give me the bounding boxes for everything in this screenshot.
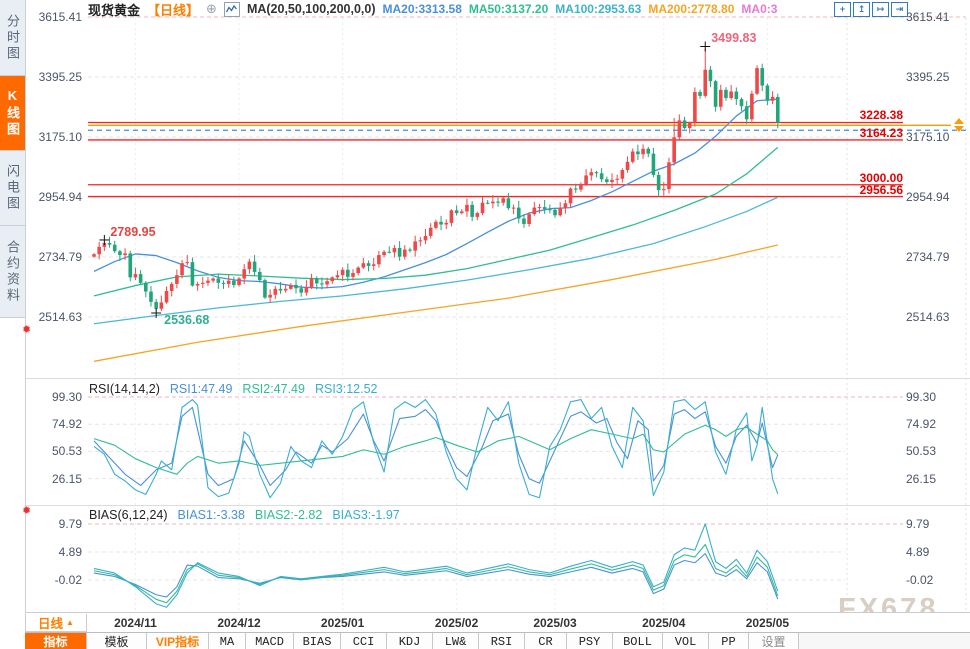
sidebar-tab-3[interactable]: 闪电图 bbox=[0, 151, 25, 226]
toolbar-button-MACD[interactable]: MACD bbox=[246, 633, 294, 649]
axis-label: 3615.41 bbox=[906, 10, 950, 24]
chart-window-controls: + ↥ ↦ ⇥ bbox=[834, 2, 908, 17]
rsi-legend-value-3: RSI3:12.52 bbox=[314, 382, 378, 396]
ma-value-5: MA0:3 bbox=[741, 2, 778, 16]
sidebar: 分时图 K线图 闪电图 合约资料 bbox=[0, 0, 26, 649]
toolbar-button-PSY[interactable]: PSY bbox=[567, 633, 613, 649]
x-tick-label: 2025/03 bbox=[533, 616, 577, 630]
axis-label: 99.30 bbox=[906, 390, 937, 404]
toolbar-button-VIP指标[interactable]: VIP指标 bbox=[147, 633, 209, 649]
axis-label: 9.79 bbox=[906, 517, 930, 531]
axis-label: 50.53 bbox=[51, 444, 82, 459]
bias-name: BIAS(6,12,24) bbox=[89, 508, 168, 522]
ma-value-2: MA50:3137.20 bbox=[468, 2, 549, 16]
toolbar-button-BIAS[interactable]: BIAS bbox=[294, 633, 341, 649]
sidebar-tab-2[interactable]: K线图 bbox=[0, 76, 25, 151]
x-tick-label: 2025/01 bbox=[320, 616, 365, 630]
crosshair-icon[interactable]: + bbox=[834, 2, 851, 17]
axis-label: 2954.94 bbox=[906, 190, 950, 204]
axis-label: 9.79 bbox=[58, 517, 82, 531]
axis-label: 4.89 bbox=[58, 544, 82, 559]
toolbar-button-KDJ[interactable]: KDJ bbox=[387, 633, 433, 649]
period-tag: 【日线】 bbox=[147, 2, 200, 18]
price-annotation: 2536.68 bbox=[164, 312, 210, 327]
x-tick-label: 2024/11 bbox=[114, 616, 157, 630]
x-tick-label: 2025/04 bbox=[642, 616, 686, 630]
price-down-arrow-icon bbox=[954, 126, 964, 133]
axis-label: 2734.79 bbox=[906, 249, 950, 264]
axis-label: 74.92 bbox=[51, 417, 82, 432]
axis-label: 2514.63 bbox=[906, 310, 950, 324]
ma-formula-label: MA(20,50,100,200,0,0) bbox=[246, 2, 376, 16]
price-annotation: 2789.95 bbox=[110, 224, 156, 239]
rsi-legend-value-2: RSI2:47.49 bbox=[242, 382, 305, 396]
toolbar-button-指标[interactable]: 指标 bbox=[25, 633, 87, 649]
axis-label: 2954.94 bbox=[38, 190, 82, 204]
period-selector-label: 日线 bbox=[38, 617, 64, 631]
latest-price-marker[interactable] bbox=[953, 118, 965, 133]
period-selector-arrow-icon: ▲ bbox=[66, 618, 74, 627]
indicator-flag-icon[interactable]: ✹ bbox=[22, 324, 32, 336]
price-level-label: 3000.00 bbox=[859, 170, 903, 185]
x-tick-label: 2025/02 bbox=[434, 616, 479, 630]
toolbar-button-RSI[interactable]: RSI bbox=[479, 633, 525, 649]
axis-label: 3395.25 bbox=[38, 70, 82, 84]
x-tick-label: 2025/05 bbox=[745, 616, 790, 630]
scale-up-icon[interactable]: ↥ bbox=[853, 2, 870, 17]
axis-label: 3615.41 bbox=[38, 10, 82, 24]
ma-value-1: MA20:3313.58 bbox=[382, 2, 462, 16]
indicator-toolbar: 指标 模板 VIP指标 MA MACD BIAS CCI KDJ LW& RSI CR PSY BOLL… bbox=[25, 632, 970, 649]
sidebar-tab-4[interactable]: 合约资料 bbox=[0, 226, 25, 318]
axis-label: -0.02 bbox=[906, 573, 934, 587]
axis-label: 3175.10 bbox=[906, 129, 950, 144]
axis-label: 50.53 bbox=[906, 444, 937, 459]
toolbar-button-VOL[interactable]: VOL bbox=[663, 633, 709, 649]
bias-legend: BIAS(6,12,24) BIAS1:-3.38 BIAS2:-2.82 BIAS… bbox=[89, 508, 400, 522]
toolbar-button-模板[interactable]: 模板 bbox=[87, 633, 147, 649]
axis-label: -0.02 bbox=[54, 573, 82, 587]
axis-label: 26.15 bbox=[51, 471, 82, 486]
x-tick-label: 2024/12 bbox=[217, 616, 261, 630]
x-axis-row: 日线 ▲ 2024/11 2024/12 2025/01 2025/02 2025/03… bbox=[25, 612, 970, 633]
ma-value-4: MA200:2778.80 bbox=[648, 2, 735, 16]
axis-label: 26.15 bbox=[906, 471, 937, 486]
price-level-label: 3164.23 bbox=[859, 125, 903, 140]
toolbar-button-设置[interactable]: 设置 bbox=[749, 633, 799, 649]
price-up-arrow-icon bbox=[954, 118, 964, 125]
bias-legend-value-2: BIAS2:-2.82 bbox=[254, 508, 323, 522]
pan-right-icon[interactable]: ⇥ bbox=[891, 2, 908, 17]
toolbar-button-BOLL[interactable]: BOLL bbox=[613, 633, 663, 649]
axis-label: 3395.25 bbox=[906, 70, 950, 84]
axis-label: 2734.79 bbox=[38, 249, 82, 264]
scale-right-icon[interactable]: ↦ bbox=[872, 2, 889, 17]
indicator-flag-icon[interactable]: ✹ bbox=[22, 505, 32, 517]
bias-legend-value-3: BIAS3:-1.97 bbox=[332, 508, 400, 522]
period-selector[interactable]: 日线 ▲ bbox=[25, 614, 87, 632]
rsi-legend-value-1: RSI1:47.49 bbox=[169, 382, 233, 396]
price-annotation: 3499.83 bbox=[711, 31, 757, 46]
toolbar-button-LW&[interactable]: LW& bbox=[433, 633, 479, 649]
axis-label: 74.92 bbox=[906, 417, 937, 432]
rsi-name: RSI(14,14,2) bbox=[89, 382, 160, 396]
price-level-label: 2956.56 bbox=[859, 182, 903, 197]
axis-label: 3175.10 bbox=[38, 129, 82, 144]
chart-type-icon[interactable] bbox=[223, 1, 240, 17]
toolbar-button-CR[interactable]: CR bbox=[525, 633, 567, 649]
axis-label: 4.89 bbox=[906, 544, 930, 559]
toolbar-button-MA[interactable]: MA bbox=[209, 633, 246, 649]
add-indicator-icon[interactable]: ⊕ bbox=[206, 1, 217, 16]
toolbar-button-CCI[interactable]: CCI bbox=[341, 633, 387, 649]
ma-value-3: MA100:2953.63 bbox=[555, 2, 642, 16]
chart-header: 现货黄金 【日线】 ⊕ MA(20,50,100,200,0,0) MA20:3… bbox=[88, 1, 778, 18]
symbol-title: 现货黄金 bbox=[88, 2, 141, 18]
price-level-label: 3228.38 bbox=[859, 108, 903, 123]
rsi-legend: RSI(14,14,2) RSI1:47.49 RSI2:47.49 RSI3:12… bbox=[89, 382, 378, 396]
toolbar-button-PP[interactable]: PP bbox=[709, 633, 749, 649]
axis-label: 2514.63 bbox=[38, 310, 82, 324]
sidebar-tab-1[interactable]: 分时图 bbox=[0, 0, 25, 76]
axis-label: 99.30 bbox=[51, 390, 82, 404]
bias-legend-value-1: BIAS1:-3.38 bbox=[177, 508, 245, 522]
